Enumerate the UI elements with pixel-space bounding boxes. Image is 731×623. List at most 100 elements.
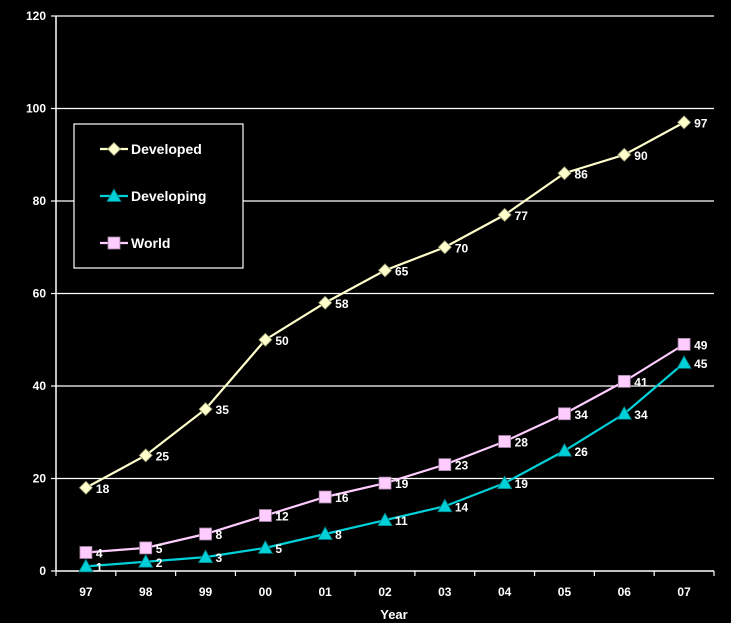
data-point [617, 147, 632, 162]
data-point [198, 402, 213, 417]
data-point [558, 407, 571, 421]
data-point [617, 374, 631, 388]
data-label: 25 [156, 449, 170, 463]
data-point [676, 355, 692, 369]
data-label: 8 [216, 528, 223, 542]
data-point [138, 553, 154, 568]
x-tick-label: 01 [319, 585, 333, 599]
data-label: 65 [395, 264, 409, 278]
x-tick-label: 00 [259, 585, 273, 599]
data-point [139, 541, 153, 555]
data-label: 49 [694, 338, 708, 352]
data-label: 1 [96, 560, 103, 574]
legend-marker [107, 236, 121, 250]
data-point [556, 442, 573, 457]
series-developed: 18 25 35 50 58 65 70 77 86 90 97 [78, 115, 708, 496]
data-label: 35 [216, 403, 230, 417]
y-tick-label: 60 [33, 287, 47, 301]
data-point [497, 207, 512, 222]
data-point [197, 549, 214, 564]
data-label: 23 [455, 459, 469, 473]
legend-marker [106, 188, 122, 202]
data-point [78, 480, 93, 495]
legend: Developed Developing World [73, 123, 244, 269]
data-point [258, 332, 273, 347]
data-label: 41 [634, 375, 648, 389]
y-axis-ticks: 0 20 40 60 80 100 120 [26, 9, 56, 578]
data-point [437, 498, 453, 513]
x-tick-label: 04 [498, 585, 512, 599]
data-point [438, 458, 452, 472]
y-tick-label: 120 [26, 9, 46, 23]
data-label: 2 [156, 556, 163, 570]
data-point [377, 263, 393, 278]
legend-label: World [131, 235, 170, 251]
x-tick-label: 98 [139, 585, 153, 599]
data-point [616, 405, 632, 420]
data-point [437, 240, 452, 255]
x-tick-label: 05 [558, 585, 572, 599]
data-label: 18 [96, 482, 110, 496]
data-label: 5 [275, 542, 282, 556]
x-tick-label: 07 [677, 585, 691, 599]
x-tick-label: 97 [79, 585, 93, 599]
data-point [317, 526, 333, 540]
data-point [677, 115, 692, 130]
data-point [318, 490, 332, 504]
data-label: 26 [574, 445, 588, 459]
data-point [557, 166, 572, 181]
data-point [677, 337, 691, 351]
data-point [79, 546, 93, 559]
data-point [498, 435, 512, 448]
data-point [258, 509, 272, 522]
data-label: 4 [96, 547, 103, 561]
data-label: 19 [515, 477, 529, 491]
data-point [496, 475, 513, 490]
x-tick-label: 06 [618, 585, 632, 599]
data-point [78, 558, 94, 573]
x-tick-label: 99 [199, 585, 213, 599]
legend-item-developing: Developing [100, 188, 206, 204]
data-label: 28 [515, 436, 529, 450]
x-axis-label: Year [380, 607, 407, 622]
data-label: 97 [694, 116, 708, 130]
data-label: 34 [574, 408, 588, 422]
legend-label: Developing [131, 188, 206, 204]
data-point [318, 295, 333, 310]
data-label: 5 [156, 542, 163, 556]
y-tick-label: 0 [39, 564, 46, 578]
data-point [377, 512, 393, 527]
data-point [257, 540, 274, 554]
legend-label: Developed [131, 141, 202, 157]
data-label: 70 [455, 241, 469, 255]
x-tick-label: 03 [438, 585, 452, 599]
data-label: 11 [395, 514, 408, 528]
y-tick-label: 20 [33, 472, 47, 486]
x-tick-label: 02 [378, 585, 392, 599]
data-label: 8 [335, 528, 342, 542]
data-label: 90 [634, 149, 648, 163]
data-label: 77 [515, 209, 529, 223]
y-tick-label: 40 [33, 379, 47, 393]
y-tick-label: 80 [33, 194, 47, 208]
data-point [138, 448, 153, 463]
y-tick-label: 100 [26, 102, 46, 116]
legend-item-world: World [100, 235, 170, 251]
data-label: 19 [395, 477, 409, 491]
data-label: 16 [335, 491, 349, 505]
data-label: 50 [275, 334, 289, 348]
data-label: 14 [455, 500, 469, 514]
data-label: 12 [275, 510, 289, 524]
data-label: 58 [335, 297, 349, 311]
data-label: 3 [216, 551, 223, 565]
legend-item-developed: Developed [100, 141, 202, 157]
data-label: 86 [574, 167, 588, 181]
data-label: 45 [694, 357, 708, 371]
data-label: 34 [634, 408, 648, 422]
legend-marker [106, 141, 122, 157]
x-axis-ticks: 97 98 99 00 01 02 03 04 05 06 07 [55, 571, 715, 599]
